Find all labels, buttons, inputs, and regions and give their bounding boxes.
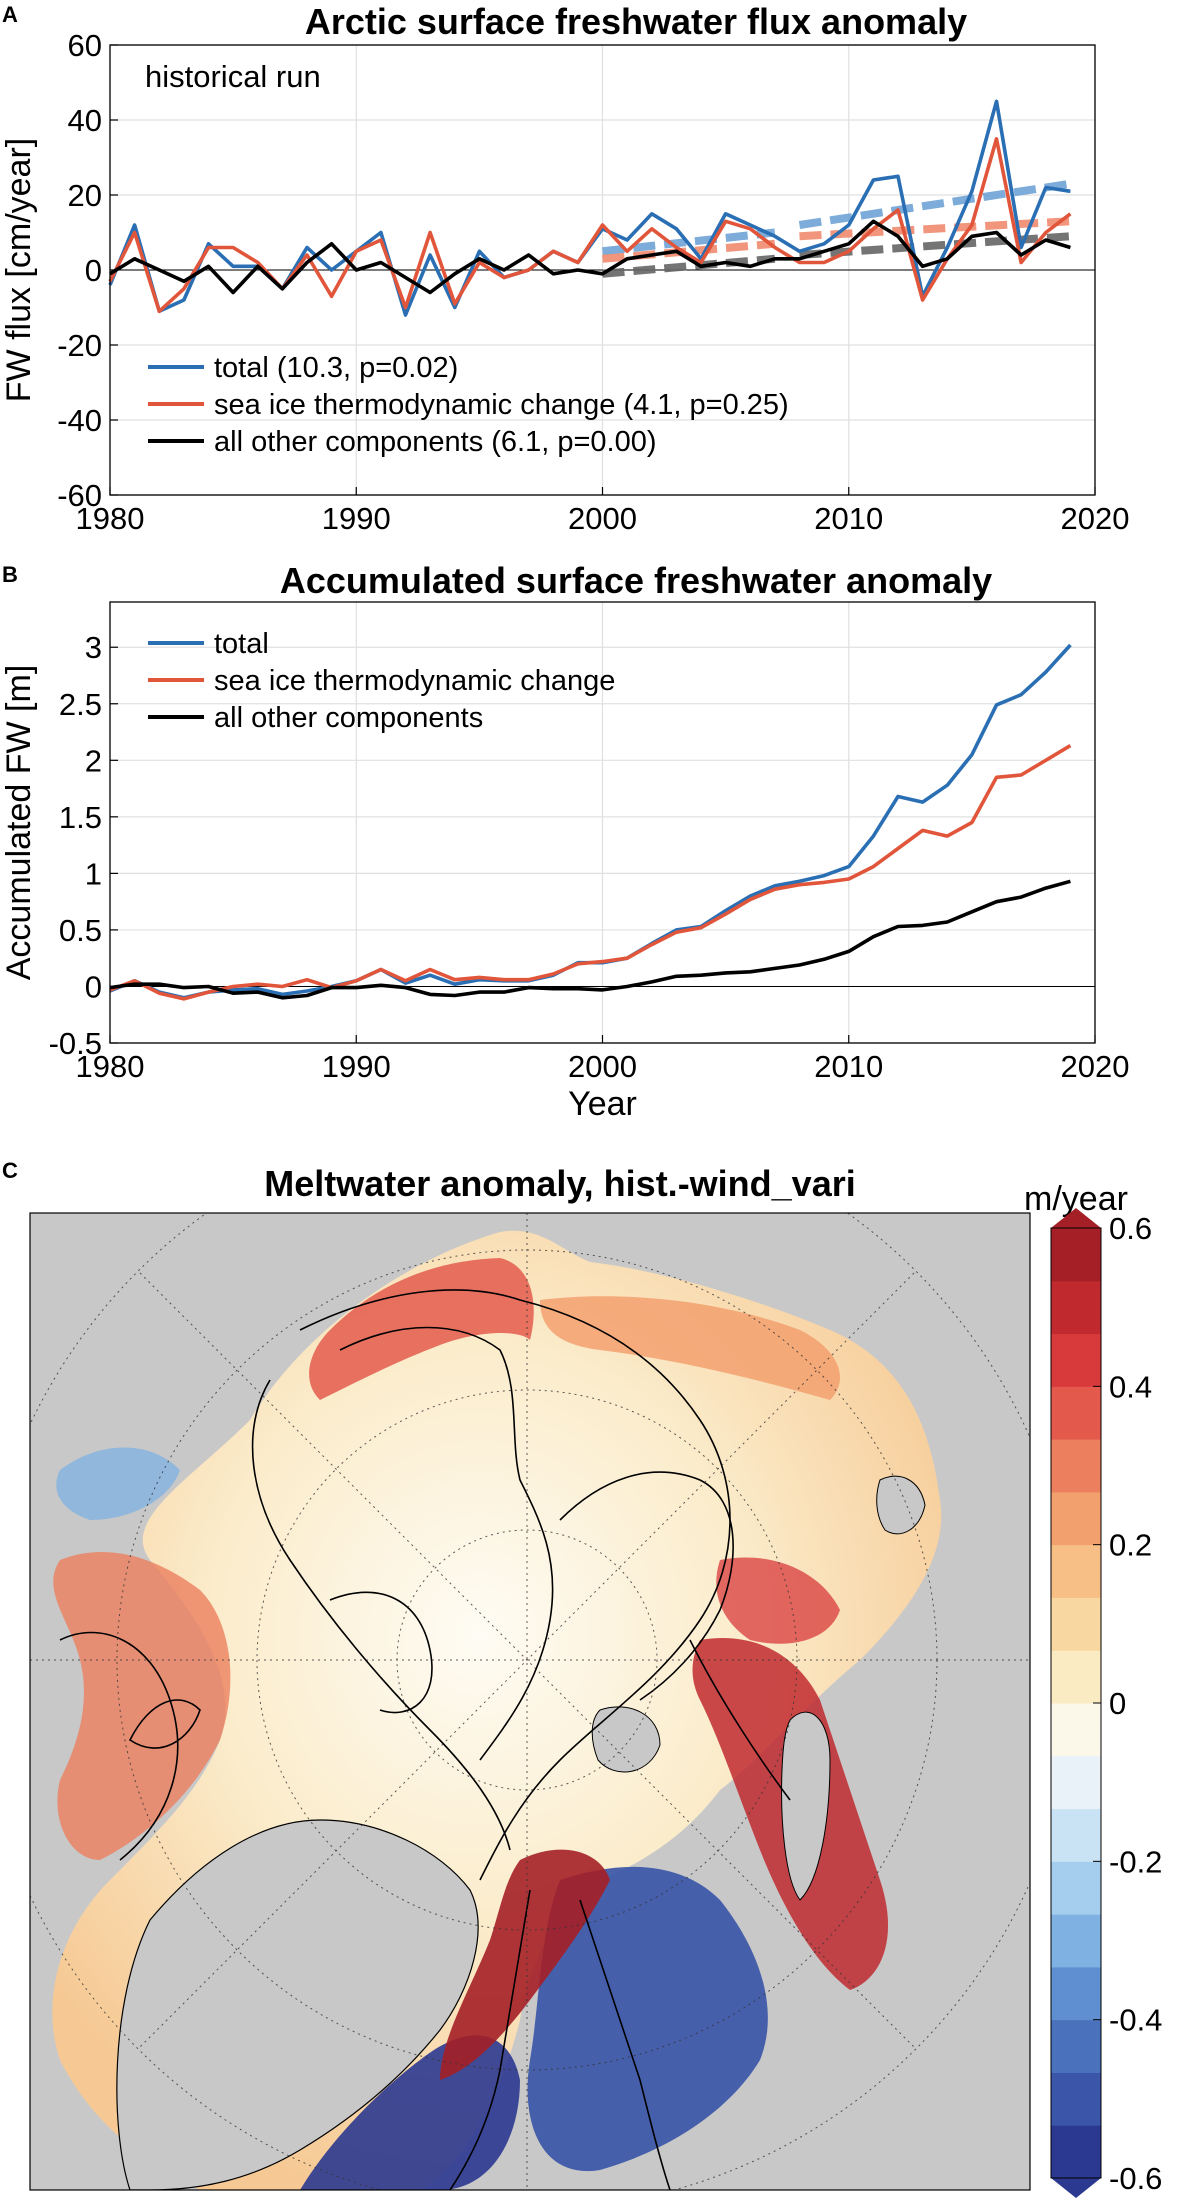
trend-segment-all-other-components: [602, 254, 776, 278]
meltwater-map: [30, 1213, 1030, 2190]
y-tick-label: -60: [57, 478, 102, 513]
panel-b-plot: 1980 1990 2000 2010 2020 -0.5 0 0.5 1 1.5 2 2.5 3 Acc…: [0, 601, 1130, 1123]
colorbar-bin: [1051, 1439, 1101, 1493]
kara-sea-red: [716, 1557, 840, 1644]
colorbar-bin: [1051, 2072, 1101, 2126]
colorbar-bin: [1051, 1808, 1101, 1862]
y-tick-label: 1.5: [59, 800, 102, 835]
colorbar-bin: [1051, 1755, 1101, 1810]
nordic-seas-negative: [527, 1866, 768, 2172]
panel-b-letter: B: [2, 562, 18, 587]
colorbar-min-triangle: [1051, 2178, 1101, 2198]
panel-a-title: Arctic surface freshwater flux anomaly: [305, 1, 967, 42]
y-tick-label: -20: [57, 328, 102, 363]
colorbar-bin: [1051, 1228, 1101, 1282]
map-frame: [29, 1212, 1031, 2191]
laptev-melt-band: [540, 1296, 840, 1400]
x-tick-label: 1990: [322, 1049, 391, 1084]
y-tick-label: 60: [68, 28, 102, 63]
colorbar-tick-label: 0.4: [1109, 1369, 1152, 1404]
fram-strait-positive: [440, 1849, 610, 2080]
svalbard-land: [591, 1706, 661, 1773]
canadian-archipelago-melt: [53, 1551, 231, 1860]
x-tick-label: 2000: [568, 501, 637, 536]
colorbar-max-triangle: [1051, 1208, 1101, 1228]
panel-b-title: Accumulated surface freshwater anomaly: [280, 560, 992, 601]
x-tick-label: 1980: [76, 1049, 145, 1084]
legend-label-total: total: [214, 628, 269, 660]
legend-label-sea-ice-thermodynamic-change: sea ice thermodynamic change: [214, 665, 615, 697]
colorbar-bin: [1051, 1966, 1101, 2021]
greenland-sea-negative: [300, 2035, 520, 2190]
panel-c-letter: C: [2, 1158, 18, 1183]
colorbar-bin: [1051, 1597, 1101, 1651]
canadian-archipelago-blue: [56, 1447, 180, 1520]
y-tick-label: 0.5: [59, 913, 102, 948]
y-axis-label: FW flux [cm/year]: [0, 138, 38, 402]
bathymetry-contours: [59, 1289, 791, 2190]
colorbar-bin: [1051, 1914, 1101, 1968]
novaya-zemlya-land: [781, 1711, 831, 1901]
colorbar-tick-label: -0.6: [1109, 2161, 1162, 2196]
colorbar: 0.6 0.4 0.2 0 -0.2 -0.4 -0.6: [1050, 1208, 1162, 2198]
y-tick-label: 0: [85, 969, 102, 1004]
colorbar-bin: [1051, 1544, 1101, 1598]
run-annotation: historical run: [145, 59, 321, 94]
colorbar-bin: [1051, 1491, 1101, 1546]
colorbar-bin: [1051, 2125, 1101, 2179]
trend-segment-total: [798, 179, 1071, 229]
colorbar-bin: [1051, 1280, 1101, 1335]
x-tick-label: 1980: [76, 501, 145, 536]
legend-label-all-other-components: all other components: [214, 702, 483, 734]
trend-segment-sea-ice-thermodynamic-change: [799, 217, 1071, 241]
legend-label-total-10-3-p-0-02: total (10.3, p=0.02): [214, 352, 458, 384]
series-line-sea-ice-thermodynamic-change: [109, 744, 1072, 1001]
x-tick-label: 2020: [1061, 501, 1130, 536]
x-tick-label: 2010: [814, 1049, 883, 1084]
colorbar-tick-label: -0.2: [1109, 1844, 1162, 1879]
y-tick-label: 40: [68, 103, 102, 138]
legend-label-sea-ice-thermodynamic-change-4-1-p-0-25: sea ice thermodynamic change (4.1, p=0.2…: [214, 389, 789, 421]
y-tick-label: 0: [85, 253, 102, 288]
colorbar-bin: [1051, 1650, 1101, 1704]
y-tick-label: 2: [85, 743, 102, 778]
x-tick-label: 1990: [322, 501, 391, 536]
series-line-all-other-components-6-1-p-0-00: [109, 219, 1071, 295]
y-tick-label: 2.5: [59, 687, 102, 722]
colorbar-bin: [1051, 1333, 1101, 1387]
panel-c-title: Meltwater anomaly, hist.-wind_vari: [264, 1163, 856, 1204]
greenland-land: [116, 1819, 479, 2190]
siberian-melt-band: [309, 1258, 534, 1400]
y-tick-label: -40: [57, 403, 102, 438]
trend-segment-total: [602, 228, 776, 256]
trend-segment-sea-ice-thermodynamic-change: [602, 239, 776, 263]
x-axis-label: Year: [568, 1085, 637, 1123]
y-tick-label: 1: [85, 856, 102, 891]
map-graticule: [30, 1213, 1030, 2190]
colorbar-tick-label: -0.4: [1109, 2003, 1162, 2038]
y-tick-label: 3: [85, 630, 102, 665]
colorbar-tick-label: 0.2: [1109, 1528, 1152, 1563]
colorbar-bin: [1051, 1386, 1101, 1440]
colorbar-bin: [1051, 2019, 1101, 2073]
y-axis-label: Accumulated FW [m]: [0, 665, 38, 981]
x-tick-label: 2010: [814, 501, 883, 536]
x-tick-label: 2000: [568, 1049, 637, 1084]
colorbar-bin: [1051, 1703, 1101, 1757]
x-tick-label: 2020: [1061, 1049, 1130, 1084]
panel-a-letter: A: [2, 2, 18, 27]
panel-a-plot: 1980 1990 2000 2010 2020 -60 -40 -20 0 20 40 60 FW f…: [0, 28, 1129, 536]
series-line-total: [109, 643, 1072, 1000]
colorbar-bin: [1051, 1861, 1101, 1915]
colorbar-tick-label: 0.6: [1109, 1211, 1152, 1246]
severnaya-zemlya-land: [876, 1475, 926, 1535]
series-line-all-other-components: [109, 879, 1071, 1000]
y-tick-label: -0.5: [49, 1026, 102, 1061]
colorbar-tick-label: 0: [1109, 1686, 1126, 1721]
y-tick-label: 20: [68, 178, 102, 213]
legend-label-all-other-components-6-1-p-0-00: all other components (6.1, p=0.00): [214, 426, 657, 458]
